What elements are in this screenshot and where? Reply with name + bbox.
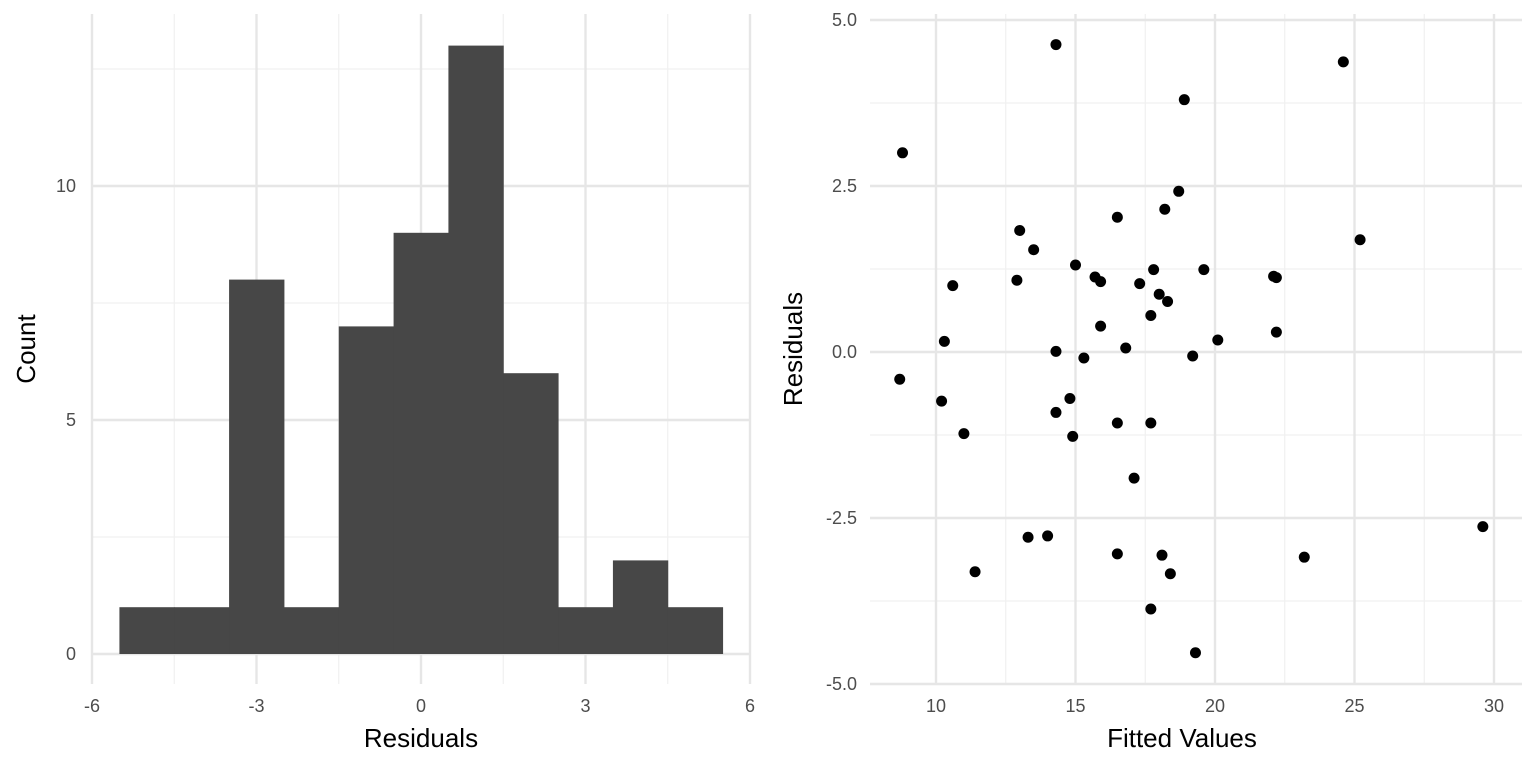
scatter-x-tick-label: 10 <box>926 696 946 716</box>
histogram-bars <box>119 45 724 655</box>
scatter-point <box>1145 309 1157 321</box>
scatter-point <box>1095 320 1107 332</box>
histogram-bar <box>174 607 230 654</box>
scatter-x-tick-label: 30 <box>1484 696 1504 716</box>
scatter-y-tick-label: 0.0 <box>832 342 857 362</box>
scatter-point <box>1111 211 1123 223</box>
scatter-point <box>1028 244 1040 256</box>
histogram-bar <box>558 607 614 654</box>
histogram-bar <box>119 607 175 654</box>
scatter-point <box>1173 185 1185 197</box>
scatter-x-tick-label: 20 <box>1205 696 1225 716</box>
histogram-y-tick-labels: 0 5 10 <box>56 176 76 664</box>
scatter-point <box>1111 417 1123 429</box>
histogram-bar <box>448 45 504 655</box>
scatter-points <box>894 39 1489 659</box>
histogram-bar <box>667 607 724 654</box>
scatter-point <box>1128 472 1140 484</box>
scatter-y-tick-label: 2.5 <box>832 176 857 196</box>
histogram-y-tick-label: 0 <box>66 644 76 664</box>
scatter-point <box>1095 276 1107 288</box>
histogram-x-tick-label: -6 <box>84 696 100 716</box>
scatter-point <box>1156 549 1168 561</box>
scatter-point <box>1189 647 1201 659</box>
scatter-point <box>1050 39 1062 51</box>
scatter-point <box>1148 264 1160 276</box>
histogram-y-axis-title: Count <box>11 314 41 384</box>
scatter-point <box>1042 530 1054 542</box>
scatter-point <box>897 147 909 159</box>
scatter-point <box>1337 56 1349 68</box>
histogram-y-tick-label: 5 <box>66 410 76 430</box>
scatter-point <box>1134 278 1146 290</box>
scatter-point <box>1078 352 1090 364</box>
scatter-point <box>1212 334 1224 346</box>
scatter-point <box>1354 234 1366 246</box>
scatter-point <box>958 428 970 440</box>
scatter-point <box>1270 326 1282 338</box>
histogram-x-tick-label: 3 <box>580 696 590 716</box>
scatter-grid <box>870 14 1522 686</box>
scatter-point <box>1298 551 1310 563</box>
scatter-point <box>936 395 948 407</box>
scatter-point <box>1187 350 1199 362</box>
histogram-bar <box>503 373 559 654</box>
residuals-vs-fitted-panel: 10 15 20 25 30 -5.0 -2.5 0.0 2.5 5.0 Fitted Valu… <box>778 10 1522 753</box>
scatter-x-tick-label: 15 <box>1065 696 1085 716</box>
scatter-point <box>1198 264 1210 276</box>
histogram-bar <box>612 560 669 654</box>
scatter-point <box>1050 406 1062 418</box>
scatter-point <box>1070 259 1081 271</box>
scatter-point <box>1067 430 1079 442</box>
scatter-point <box>1164 568 1176 580</box>
histogram-bar <box>393 232 449 655</box>
histogram-x-tick-label: -3 <box>248 696 264 716</box>
scatter-point <box>894 373 906 385</box>
scatter-point <box>1111 548 1123 560</box>
scatter-point <box>1014 224 1026 236</box>
scatter-y-axis-title: Residuals <box>778 292 808 406</box>
histogram-y-tick-label: 10 <box>56 176 76 196</box>
scatter-point <box>1145 603 1157 615</box>
histogram-bar <box>229 279 285 654</box>
scatter-y-tick-labels: -5.0 -2.5 0.0 2.5 5.0 <box>826 10 857 694</box>
scatter-point <box>1477 521 1489 533</box>
scatter-point <box>1022 531 1034 543</box>
scatter-x-tick-label: 25 <box>1344 696 1364 716</box>
scatter-point <box>1145 417 1157 429</box>
scatter-point <box>1178 94 1190 106</box>
scatter-point <box>1159 203 1171 215</box>
scatter-point <box>1050 345 1062 357</box>
scatter-point <box>947 280 959 292</box>
histogram-bar <box>338 326 395 654</box>
scatter-point <box>1064 392 1076 404</box>
histogram-x-tick-label: 6 <box>745 696 755 716</box>
scatter-x-tick-labels: 10 15 20 25 30 <box>926 696 1504 716</box>
histogram-x-tick-labels: -6 -3 0 3 6 <box>84 696 755 716</box>
histogram-bar <box>283 607 340 654</box>
scatter-y-tick-label: 5.0 <box>832 10 857 30</box>
histogram-x-tick-label: 0 <box>416 696 426 716</box>
scatter-point <box>1120 342 1132 354</box>
scatter-y-tick-label: -5.0 <box>826 674 857 694</box>
scatter-x-axis-title: Fitted Values <box>1107 723 1257 753</box>
scatter-point <box>969 566 981 578</box>
residual-histogram-panel: -6 -3 0 3 6 0 5 10 Residuals Count <box>11 14 755 753</box>
scatter-point <box>1153 288 1165 300</box>
scatter-y-tick-label: -2.5 <box>826 508 857 528</box>
scatter-point <box>1011 274 1023 286</box>
scatter-point <box>1270 272 1282 284</box>
histogram-x-axis-title: Residuals <box>364 723 478 753</box>
scatter-point <box>938 335 950 347</box>
scatter-point <box>1162 296 1174 308</box>
